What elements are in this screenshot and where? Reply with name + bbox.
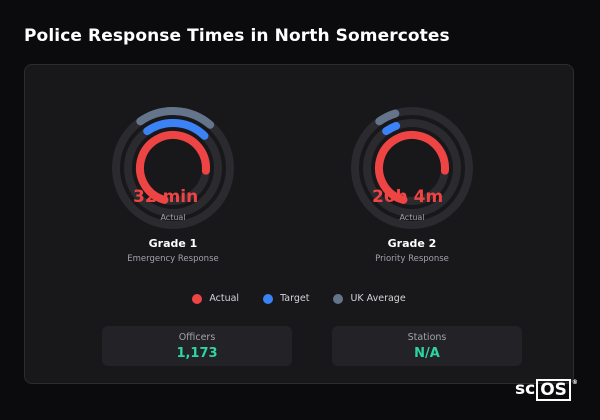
legend-item-uk-average: UK Average [333,293,406,304]
legend: Actual Target UK Average [25,293,573,304]
gauge-sub-label: Actual [399,213,425,222]
gauge-sub-label: Actual [160,213,186,222]
gauge-rings-grade-1 [112,107,234,229]
legend-label: Target [280,293,310,304]
response-times-card: 32 min Actual Grade 1 Emergency Response… [24,64,574,384]
gauge-description: Priority Response [375,254,449,264]
gauge-value: 32 min [133,187,199,207]
page-title: Police Response Times in North Somercote… [24,26,450,46]
gauge-name: Grade 2 [387,237,437,250]
target-track [363,119,461,217]
gauge-grade-1: 32 min Actual Grade 1 Emergency Response [88,103,258,264]
gauge-rings-grade-2 [351,107,473,229]
legend-item-target: Target [263,293,309,304]
stat-stations: Stations N/A [332,326,522,366]
uk-average-arc [112,107,234,229]
legend-label: UK Average [350,293,406,304]
legend-item-actual: Actual [192,293,239,304]
uk-average-arc [351,107,473,229]
gauge-name: Grade 1 [148,237,198,250]
legend-dot-target [263,293,274,304]
stat-officers: Officers 1,173 [102,326,292,366]
legend-dot-actual [192,293,203,304]
brand-prefix: sc [515,379,536,399]
target-arc [124,119,222,217]
uk-track [351,107,473,229]
actual-arc [375,131,449,205]
stat-value: 1,173 [176,346,218,361]
uk-track [112,107,234,229]
brand-logo: sc OS ® [515,379,578,401]
stat-value: N/A [414,346,440,361]
brand-mark: ® [571,379,578,386]
gauge-grade-2: 20h 4m Actual Grade 2 Priority Response [327,103,497,264]
stat-label: Officers [178,332,216,343]
gauge-description: Emergency Response [127,254,219,264]
legend-dot-uk-average [333,293,344,304]
legend-label: Actual [209,293,240,304]
actual-arc [136,131,210,205]
target-arc [363,119,461,217]
stat-label: Stations [407,332,447,343]
gauge-value: 20h 4m [372,187,444,207]
brand-boxed: OS [536,379,571,401]
